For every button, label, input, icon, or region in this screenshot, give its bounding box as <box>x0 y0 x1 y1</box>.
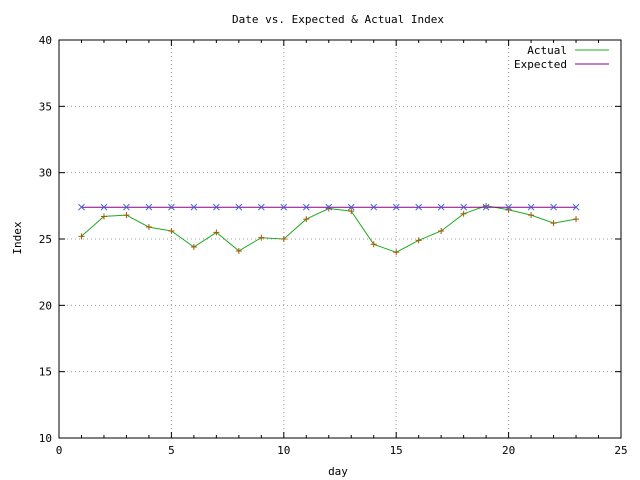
data-point-expected <box>572 203 580 211</box>
data-point-actual <box>325 205 332 212</box>
data-point-actual <box>190 243 197 250</box>
data-point-expected <box>460 203 467 211</box>
data-point-expected <box>190 203 198 211</box>
x-axis-label: day <box>328 465 348 478</box>
data-point-expected <box>145 203 153 211</box>
y-axis-label: Index <box>11 221 24 254</box>
legend-item-expected: Expected <box>514 58 609 71</box>
series-line-actual <box>81 205 577 253</box>
data-point-expected <box>168 203 175 211</box>
grid-lines <box>59 40 621 438</box>
data-point-expected <box>482 203 490 211</box>
x-tick-label: 20 <box>502 444 515 457</box>
data-point-actual <box>460 210 467 217</box>
y-tick-label: 35 <box>39 100 52 113</box>
data-point-actual <box>438 228 445 235</box>
x-tick-label: 25 <box>614 444 627 457</box>
y-tick-label: 15 <box>39 366 52 379</box>
data-point-actual <box>370 241 377 248</box>
legend-label: Actual <box>527 44 567 57</box>
legend-label: Expected <box>514 58 567 71</box>
data-point-expected <box>325 203 333 211</box>
data-point-actual <box>100 213 107 220</box>
axis-ticks: 0 5 10 15 20 25 10 15 20 25 30 35 40 <box>39 34 628 457</box>
data-point-actual <box>348 208 355 215</box>
data-point-actual <box>235 247 242 254</box>
y-tick-label: 10 <box>39 432 52 445</box>
legend-item-actual: Actual <box>527 44 609 57</box>
data-point-actual <box>393 249 400 256</box>
data-point-actual <box>303 216 310 223</box>
data-point-expected <box>257 203 265 211</box>
series-actual <box>78 202 580 256</box>
data-point-expected <box>78 203 85 211</box>
data-point-expected <box>280 203 288 211</box>
data-point-actual <box>123 212 130 219</box>
x-tick-label: 10 <box>277 444 290 457</box>
data-point-expected <box>505 203 512 211</box>
data-point-expected <box>415 203 423 211</box>
chart-title: Date vs. Expected & Actual Index <box>232 13 444 26</box>
data-point-actual <box>145 224 152 231</box>
data-point-expected <box>100 203 108 211</box>
data-point-actual <box>213 229 220 236</box>
data-point-actual <box>415 237 422 244</box>
data-point-expected <box>123 203 130 211</box>
data-point-expected <box>302 203 310 211</box>
data-point-expected <box>392 203 400 211</box>
data-point-expected <box>213 203 220 211</box>
data-point-actual <box>168 228 175 235</box>
x-tick-label: 5 <box>168 444 175 457</box>
series-expected <box>78 203 580 211</box>
y-tick-label: 25 <box>39 233 52 246</box>
y-tick-label: 40 <box>39 34 52 47</box>
data-point-expected <box>550 203 557 211</box>
data-point-actual <box>528 212 535 219</box>
data-point-actual <box>550 220 557 227</box>
data-point-actual <box>483 202 490 209</box>
data-point-actual <box>258 234 265 241</box>
y-tick-label: 30 <box>39 167 52 180</box>
data-point-expected <box>437 203 445 211</box>
data-point-expected <box>347 203 355 211</box>
data-point-actual <box>280 236 287 242</box>
series-layer <box>78 202 580 256</box>
data-point-expected <box>370 203 378 211</box>
data-point-actual <box>78 233 85 240</box>
data-point-actual <box>573 216 580 223</box>
data-point-expected <box>527 203 535 211</box>
x-tick-label: 0 <box>56 444 63 457</box>
data-point-expected <box>235 203 243 211</box>
x-tick-label: 15 <box>390 444 403 457</box>
y-tick-label: 20 <box>39 299 52 312</box>
